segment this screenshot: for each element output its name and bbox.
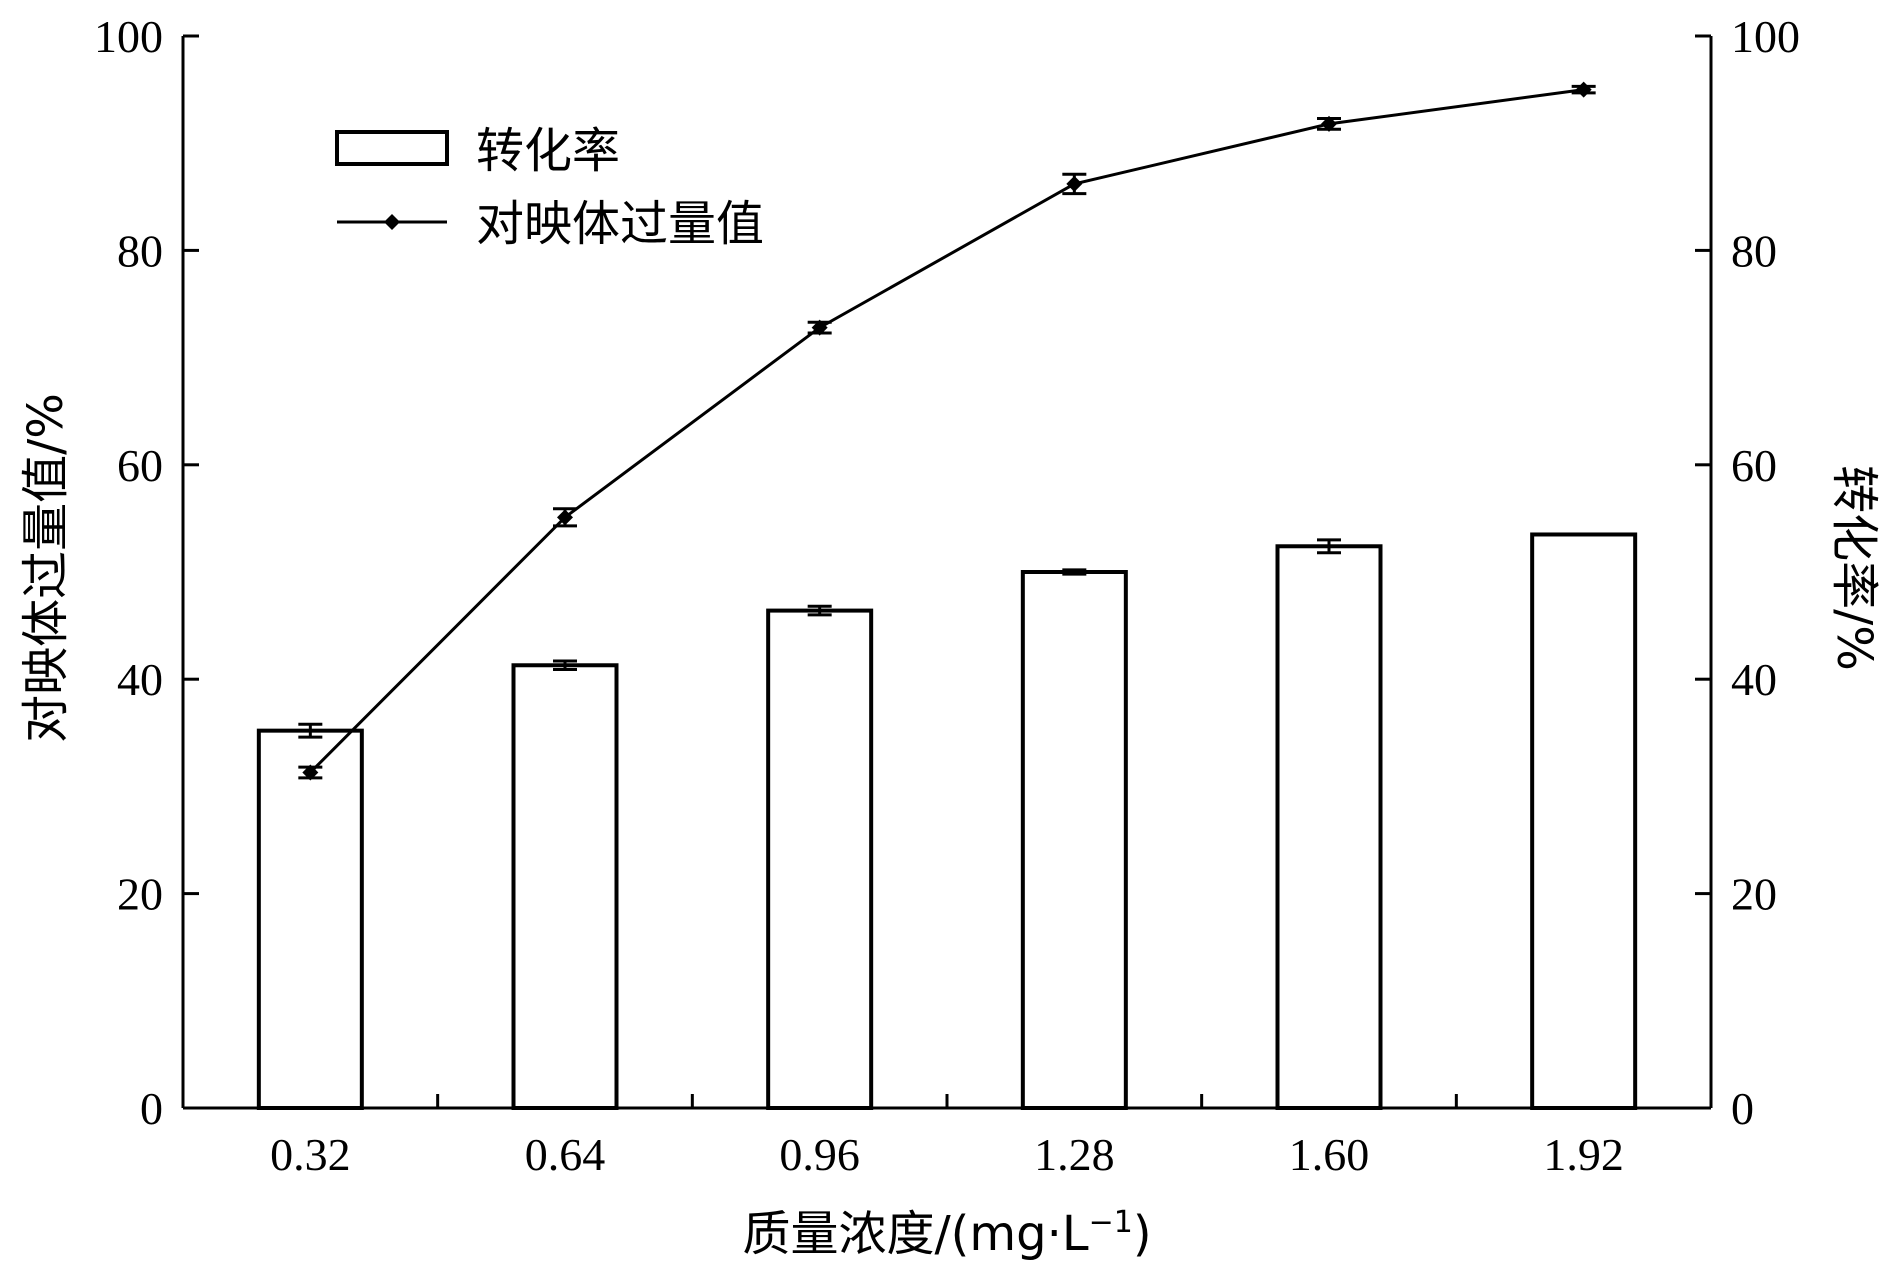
ticks-layer: 0 0 20 20 40 40 60 60 80 80 100 100 0.32 0.64 0.96 1.28… bbox=[94, 11, 1800, 1180]
ee-line bbox=[309, 88, 1584, 774]
bar-conversion bbox=[511, 663, 619, 1110]
right-y-tick-label: 100 bbox=[1731, 11, 1800, 62]
bar-conversion bbox=[766, 608, 874, 1110]
bars-layer bbox=[256, 532, 1638, 1110]
right-axis-title: 转化率/% bbox=[1826, 465, 1882, 671]
x-tick-label: 0.64 bbox=[525, 1129, 606, 1180]
x-tick-label: 1.28 bbox=[1034, 1129, 1115, 1180]
bar-conversion bbox=[1530, 532, 1638, 1110]
left-y-tick-label: 60 bbox=[117, 440, 163, 491]
right-y-tick-label: 0 bbox=[1731, 1083, 1754, 1134]
bar-conversion bbox=[256, 728, 364, 1110]
ee-marker bbox=[557, 509, 573, 526]
left-y-tick-label: 100 bbox=[94, 11, 163, 62]
bar-conversion bbox=[1020, 570, 1128, 1110]
right-y-tick-label: 80 bbox=[1731, 225, 1777, 276]
line-layer bbox=[298, 81, 1596, 781]
legend-line-marker bbox=[384, 214, 400, 230]
right-y-tick-label: 60 bbox=[1731, 440, 1777, 491]
right-y-tick-label: 40 bbox=[1731, 654, 1777, 705]
ee-marker bbox=[1321, 115, 1337, 132]
legend-bar-swatch bbox=[335, 130, 449, 166]
ee-marker bbox=[1066, 175, 1083, 192]
x-tick-label: 0.32 bbox=[270, 1129, 351, 1180]
ee-marker bbox=[1575, 81, 1592, 98]
legend-bar-label: 转化率 bbox=[476, 123, 620, 179]
left-y-tick-label: 40 bbox=[117, 654, 163, 705]
x-tick-label: 1.92 bbox=[1543, 1129, 1624, 1180]
x-tick-label: 1.60 bbox=[1289, 1129, 1370, 1180]
right-y-tick-label: 20 bbox=[1731, 869, 1777, 920]
left-axis-title: 对映体过量值/% bbox=[18, 393, 74, 743]
left-y-tick-label: 80 bbox=[117, 225, 163, 276]
left-y-tick-label: 0 bbox=[140, 1083, 163, 1134]
x-axis-title: 质量浓度/(mg·L−1) bbox=[742, 1205, 1151, 1262]
legend: 转化率 对映体过量值 bbox=[335, 123, 764, 252]
x-tick-label: 0.96 bbox=[779, 1129, 860, 1180]
ee-marker bbox=[302, 764, 319, 781]
bar-conversion bbox=[1275, 544, 1383, 1110]
ee-marker bbox=[811, 319, 828, 336]
left-y-tick-label: 20 bbox=[117, 869, 163, 920]
legend-line-label: 对映体过量值 bbox=[476, 196, 764, 252]
